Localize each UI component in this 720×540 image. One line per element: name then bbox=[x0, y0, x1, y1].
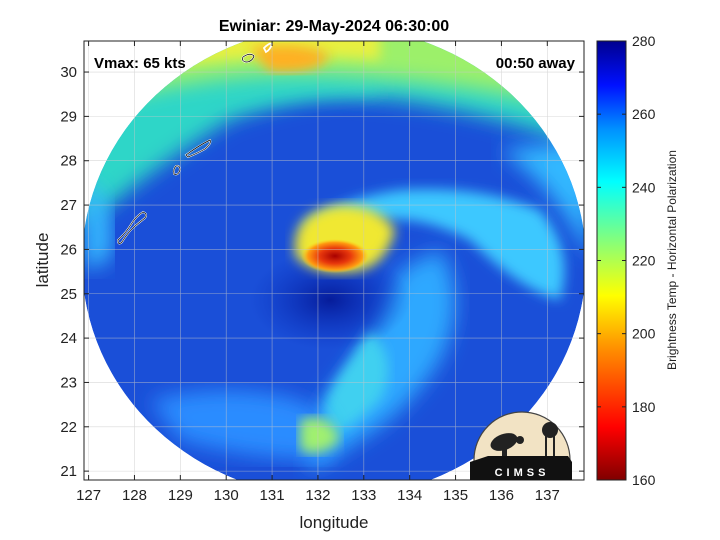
y-tick-label: 23 bbox=[60, 374, 77, 391]
colorbar-tick-label: 220 bbox=[632, 253, 656, 269]
y-tick-label: 24 bbox=[60, 330, 77, 347]
x-tick-label: 127 bbox=[76, 487, 101, 504]
vmax-label: Vmax: 65 kts bbox=[94, 55, 186, 72]
y-tick-label: 26 bbox=[60, 241, 77, 258]
colorbar-tick-label: 200 bbox=[632, 326, 656, 342]
y-tick-label: 29 bbox=[60, 108, 77, 125]
x-tick-label: 134 bbox=[397, 487, 422, 504]
y-tick-label: 27 bbox=[60, 197, 77, 214]
colorbar-tick-label: 160 bbox=[632, 472, 656, 488]
y-tick-label: 25 bbox=[60, 286, 77, 303]
x-tick-label: 135 bbox=[443, 487, 468, 504]
x-tick-label: 131 bbox=[260, 487, 285, 504]
colorbar bbox=[596, 40, 627, 481]
y-axis-label: latitude bbox=[33, 233, 52, 288]
x-tick-label: 136 bbox=[489, 487, 514, 504]
x-tick-label: 128 bbox=[122, 487, 147, 504]
coastline-shadow bbox=[117, 53, 255, 244]
grid-lines bbox=[84, 41, 584, 480]
colorbar-tick-label: 240 bbox=[632, 179, 656, 195]
y-tick-label: 21 bbox=[60, 463, 77, 480]
x-tick-label: 137 bbox=[535, 487, 560, 504]
x-tick-label: 132 bbox=[305, 487, 330, 504]
y-axis-ticks: 21 22 23 24 25 26 27 28 29 30 bbox=[60, 64, 584, 480]
y-tick-label: 22 bbox=[60, 419, 77, 436]
cimss-logo: CIMSS bbox=[470, 411, 572, 480]
colorbar-ticks: 160 180 200 220 240 260 280 bbox=[597, 33, 656, 488]
colorbar-tick-label: 180 bbox=[632, 399, 656, 415]
x-tick-label: 130 bbox=[214, 487, 239, 504]
x-tick-label: 129 bbox=[168, 487, 193, 504]
x-tick-label: 133 bbox=[351, 487, 376, 504]
x-axis-ticks: 127 128 129 130 131 132 133 134 135 136 137 bbox=[76, 41, 560, 504]
y-tick-label: 28 bbox=[60, 153, 77, 170]
colorbar-tick-label: 280 bbox=[632, 33, 656, 49]
colorbar-tick-label: 260 bbox=[632, 106, 656, 122]
y-tick-label: 30 bbox=[60, 64, 77, 81]
time-away-label: 00:50 away bbox=[496, 55, 576, 72]
x-axis-label: longitude bbox=[299, 513, 368, 532]
colorbar-label: Brightness Temp - Horizontal Polarizatio… bbox=[665, 150, 679, 370]
plot-title: Ewiniar: 29-May-2024 06:30:00 bbox=[219, 18, 449, 35]
logo-text: CIMSS bbox=[495, 467, 550, 479]
axes-frame bbox=[83, 40, 585, 481]
